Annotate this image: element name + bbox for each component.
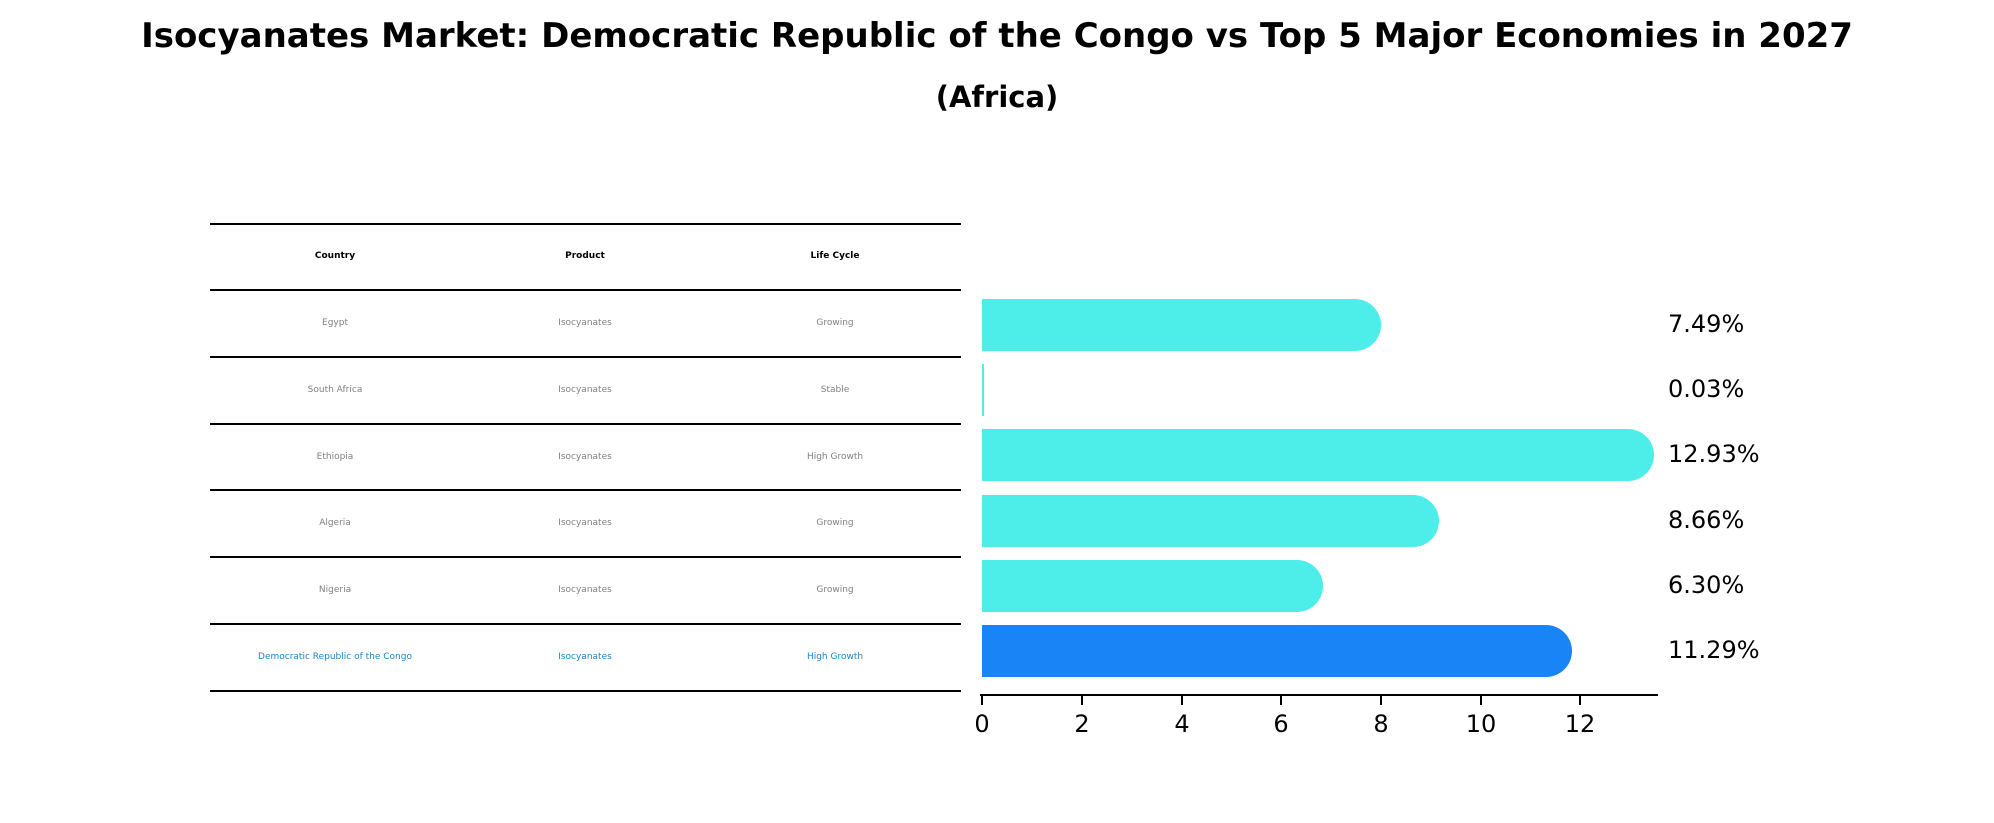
cell-product: Isocyanates [558,318,612,328]
cell-country: Algeria [319,518,351,528]
x-tick-label: 8 [1373,710,1389,738]
bar-south-africa [982,364,984,416]
bar-egypt [982,299,1381,351]
value-label: 6.30% [1668,571,1745,599]
bar-drc-highlight [982,625,1572,677]
x-tick [981,695,983,705]
cell-product-highlight: Isocyanates [558,652,612,662]
header-product: Product [565,251,605,261]
table-rule [210,423,961,425]
cell-country: Egypt [322,318,348,328]
cell-product: Isocyanates [558,518,612,528]
cell-life-cycle: Growing [816,585,854,595]
x-tick-label: 10 [1465,710,1497,738]
cell-country-highlight: Democratic Republic of the Congo [258,652,412,662]
header-country: Country [314,251,356,261]
cell-life-cycle: Stable [820,385,850,395]
header-life-cycle: Life Cycle [810,251,860,261]
table-rule [210,623,961,625]
cell-life-cycle: Growing [816,518,854,528]
x-tick-label: 12 [1564,710,1596,738]
x-tick [1181,695,1183,705]
cell-country: Ethiopia [316,452,354,462]
bar-nigeria [982,560,1323,612]
table-rule [210,556,961,558]
cell-product: Isocyanates [558,385,612,395]
table-rule [210,690,961,692]
value-label: 0.03% [1668,375,1745,403]
cell-life-cycle-highlight: High Growth [806,652,864,662]
chart-subtitle: (Africa) [935,80,1059,114]
x-tick [1081,695,1083,705]
x-tick [1280,695,1282,705]
cell-life-cycle: High Growth [806,452,864,462]
value-label: 11.29% [1668,636,1760,664]
cell-life-cycle: Growing [816,318,854,328]
x-tick-label: 4 [1174,710,1190,738]
table-rule [210,289,961,291]
x-tick-label: 6 [1273,710,1289,738]
x-tick [1380,695,1382,705]
x-tick-label: 0 [974,710,990,738]
table-rule [210,489,961,491]
x-tick [1480,695,1482,705]
bar-algeria [982,495,1439,547]
table-rule [210,223,961,225]
cell-country: Nigeria [318,585,352,595]
chart-title: Isocyanates Market: Democratic Republic … [141,16,1853,56]
value-label: 7.49% [1668,310,1745,338]
cell-country: South Africa [307,385,363,395]
value-label: 12.93% [1668,440,1760,468]
table-rule [210,356,961,358]
x-tick [1579,695,1581,705]
cell-product: Isocyanates [558,585,612,595]
x-axis [980,694,1658,696]
value-label: 8.66% [1668,506,1745,534]
cell-product: Isocyanates [558,452,612,462]
bar-ethiopia [982,429,1654,481]
x-tick-label: 2 [1074,710,1090,738]
